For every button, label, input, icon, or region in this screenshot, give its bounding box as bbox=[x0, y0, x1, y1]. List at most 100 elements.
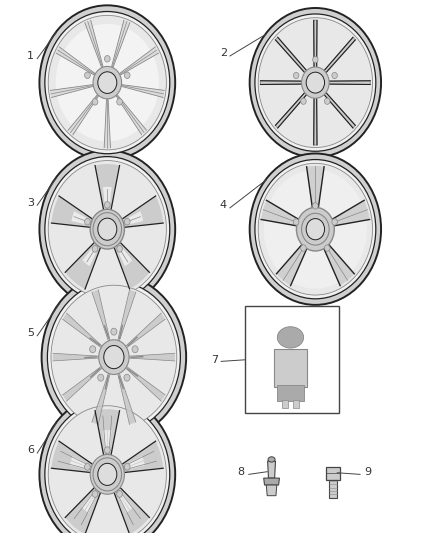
Ellipse shape bbox=[48, 160, 166, 298]
Polygon shape bbox=[103, 430, 107, 452]
Ellipse shape bbox=[45, 12, 170, 154]
Polygon shape bbox=[127, 211, 143, 224]
Polygon shape bbox=[326, 467, 340, 480]
Ellipse shape bbox=[258, 163, 372, 295]
Polygon shape bbox=[122, 85, 164, 98]
Ellipse shape bbox=[42, 274, 186, 440]
Polygon shape bbox=[56, 56, 101, 90]
Ellipse shape bbox=[301, 98, 306, 104]
Ellipse shape bbox=[90, 209, 124, 249]
Ellipse shape bbox=[45, 157, 170, 302]
Polygon shape bbox=[126, 461, 145, 470]
Polygon shape bbox=[71, 211, 87, 224]
Ellipse shape bbox=[92, 491, 98, 497]
Polygon shape bbox=[269, 171, 314, 226]
Text: 7: 7 bbox=[211, 355, 218, 365]
Polygon shape bbox=[321, 200, 370, 228]
Polygon shape bbox=[53, 353, 105, 361]
Polygon shape bbox=[264, 220, 311, 271]
Ellipse shape bbox=[85, 219, 90, 225]
Ellipse shape bbox=[104, 447, 110, 454]
Polygon shape bbox=[261, 200, 309, 228]
Text: 1: 1 bbox=[27, 51, 34, 61]
Polygon shape bbox=[118, 248, 132, 266]
Polygon shape bbox=[261, 80, 302, 85]
Polygon shape bbox=[123, 353, 175, 361]
Polygon shape bbox=[64, 29, 104, 78]
Ellipse shape bbox=[132, 346, 138, 353]
Ellipse shape bbox=[124, 72, 130, 78]
Polygon shape bbox=[85, 20, 103, 67]
Ellipse shape bbox=[258, 18, 372, 148]
Bar bbox=[293, 400, 299, 408]
Text: 8: 8 bbox=[237, 467, 244, 477]
Bar bbox=[277, 385, 304, 401]
Ellipse shape bbox=[306, 72, 325, 93]
Polygon shape bbox=[266, 485, 277, 496]
Polygon shape bbox=[292, 235, 339, 288]
Ellipse shape bbox=[93, 67, 122, 99]
Polygon shape bbox=[320, 220, 367, 271]
Polygon shape bbox=[121, 363, 165, 401]
Polygon shape bbox=[107, 430, 112, 452]
Ellipse shape bbox=[124, 464, 130, 470]
Bar bbox=[245, 306, 339, 413]
Ellipse shape bbox=[92, 99, 98, 105]
Text: 3: 3 bbox=[27, 198, 34, 207]
Ellipse shape bbox=[104, 55, 110, 62]
Polygon shape bbox=[63, 363, 107, 401]
Text: 2: 2 bbox=[220, 49, 227, 58]
Polygon shape bbox=[85, 493, 98, 513]
Text: 5: 5 bbox=[27, 328, 34, 338]
Ellipse shape bbox=[268, 457, 275, 462]
Ellipse shape bbox=[250, 8, 381, 157]
Ellipse shape bbox=[255, 159, 376, 299]
Polygon shape bbox=[328, 80, 370, 85]
Ellipse shape bbox=[117, 246, 123, 252]
Polygon shape bbox=[117, 493, 129, 513]
Polygon shape bbox=[51, 196, 102, 229]
Polygon shape bbox=[116, 367, 136, 424]
Polygon shape bbox=[125, 456, 144, 467]
Polygon shape bbox=[116, 290, 136, 347]
Ellipse shape bbox=[99, 340, 129, 375]
Polygon shape bbox=[324, 37, 355, 73]
Ellipse shape bbox=[255, 14, 376, 151]
Polygon shape bbox=[307, 166, 324, 221]
Ellipse shape bbox=[306, 219, 325, 240]
Polygon shape bbox=[57, 85, 102, 125]
Polygon shape bbox=[112, 20, 130, 67]
Ellipse shape bbox=[45, 402, 170, 533]
Polygon shape bbox=[116, 95, 146, 135]
Polygon shape bbox=[324, 92, 355, 128]
Ellipse shape bbox=[313, 203, 318, 209]
Polygon shape bbox=[92, 24, 122, 75]
Text: 4: 4 bbox=[220, 200, 227, 210]
Polygon shape bbox=[95, 164, 120, 222]
Ellipse shape bbox=[48, 15, 166, 150]
Polygon shape bbox=[68, 95, 99, 135]
Ellipse shape bbox=[90, 455, 124, 494]
Ellipse shape bbox=[297, 207, 334, 251]
Polygon shape bbox=[65, 234, 105, 289]
Polygon shape bbox=[56, 47, 95, 75]
Ellipse shape bbox=[124, 374, 130, 381]
Ellipse shape bbox=[93, 458, 122, 491]
Text: 9: 9 bbox=[364, 467, 371, 477]
Polygon shape bbox=[65, 480, 104, 533]
Ellipse shape bbox=[111, 328, 117, 335]
Ellipse shape bbox=[98, 463, 117, 486]
Ellipse shape bbox=[98, 374, 104, 381]
Polygon shape bbox=[329, 480, 337, 498]
Polygon shape bbox=[316, 171, 361, 226]
Polygon shape bbox=[276, 235, 312, 286]
Polygon shape bbox=[318, 235, 354, 286]
Ellipse shape bbox=[92, 246, 98, 252]
Ellipse shape bbox=[90, 346, 96, 353]
Polygon shape bbox=[268, 461, 276, 478]
Polygon shape bbox=[120, 47, 159, 75]
Polygon shape bbox=[82, 248, 97, 266]
Ellipse shape bbox=[104, 201, 110, 208]
Polygon shape bbox=[113, 196, 163, 229]
Polygon shape bbox=[71, 456, 89, 467]
